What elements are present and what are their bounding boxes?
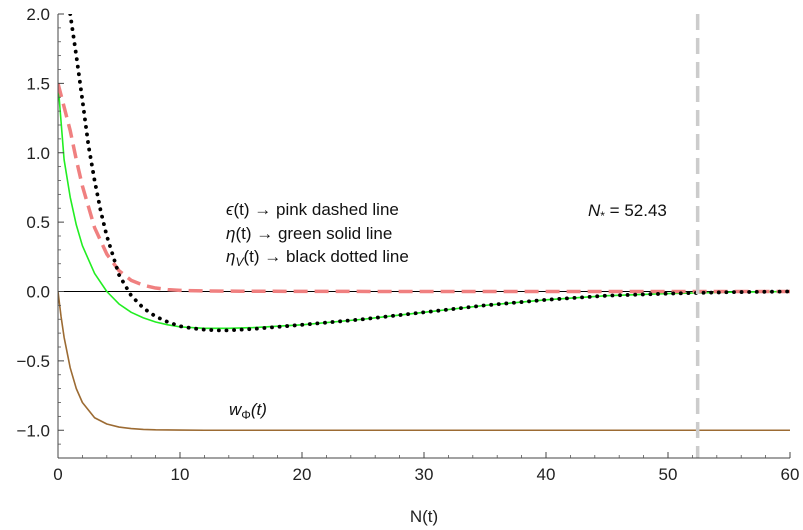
y-tick-label: 1.5 bbox=[26, 74, 50, 93]
legend-line-eta: η(t) → green solid line bbox=[226, 224, 392, 243]
legend-eta-v-symbol: η bbox=[226, 247, 235, 266]
legend-eta-v-subscript: V bbox=[235, 255, 244, 269]
legend-line-epsilon: ϵ(t) → pink dashed line bbox=[226, 200, 399, 219]
x-tick-label: 40 bbox=[537, 465, 556, 484]
w-phi-symbol: w bbox=[229, 400, 243, 419]
series-line-epsilon bbox=[58, 82, 790, 294]
n-star-subscript: * bbox=[600, 209, 605, 223]
legend-eta-symbol: η bbox=[226, 224, 235, 243]
n-star-symbol: N bbox=[588, 201, 601, 220]
w-phi-text: (t) bbox=[251, 400, 267, 419]
legend-epsilon-symbol: ϵ bbox=[226, 200, 234, 219]
w-phi-subscript: Φ bbox=[241, 408, 251, 422]
series-line-eta-v bbox=[68, 14, 790, 333]
y-tick-label: 1.0 bbox=[26, 144, 50, 163]
legend-epsilon-text: (t) → pink dashed line bbox=[234, 200, 399, 219]
n-star-value: = 52.43 bbox=[605, 201, 667, 220]
series-line-w-phi bbox=[58, 290, 790, 432]
x-axis-label: N(t) bbox=[410, 507, 438, 526]
x-tick-label: 60 bbox=[781, 465, 800, 484]
w-phi-annotation: wΦ(t) bbox=[229, 400, 267, 422]
y-tick-label: 2.0 bbox=[26, 5, 50, 24]
legend-eta-text: (t) → green solid line bbox=[235, 224, 392, 243]
n-star-annotation: N* = 52.43 bbox=[588, 201, 667, 223]
y-tick-label: 0.5 bbox=[26, 213, 50, 232]
y-tick-label: −1.0 bbox=[16, 421, 50, 440]
x-tick-label: 20 bbox=[293, 465, 312, 484]
y-tick-label: 0.0 bbox=[26, 283, 50, 302]
y-tick-label: −0.5 bbox=[16, 352, 50, 371]
x-tick-label: 10 bbox=[171, 465, 190, 484]
x-tick-label: 0 bbox=[53, 465, 62, 484]
legend-eta-v-text: (t) → black dotted line bbox=[243, 247, 408, 266]
x-tick-label: 50 bbox=[659, 465, 678, 484]
x-tick-label: 30 bbox=[415, 465, 434, 484]
legend-line-eta-v: ηV(t) → black dotted line bbox=[226, 247, 409, 269]
